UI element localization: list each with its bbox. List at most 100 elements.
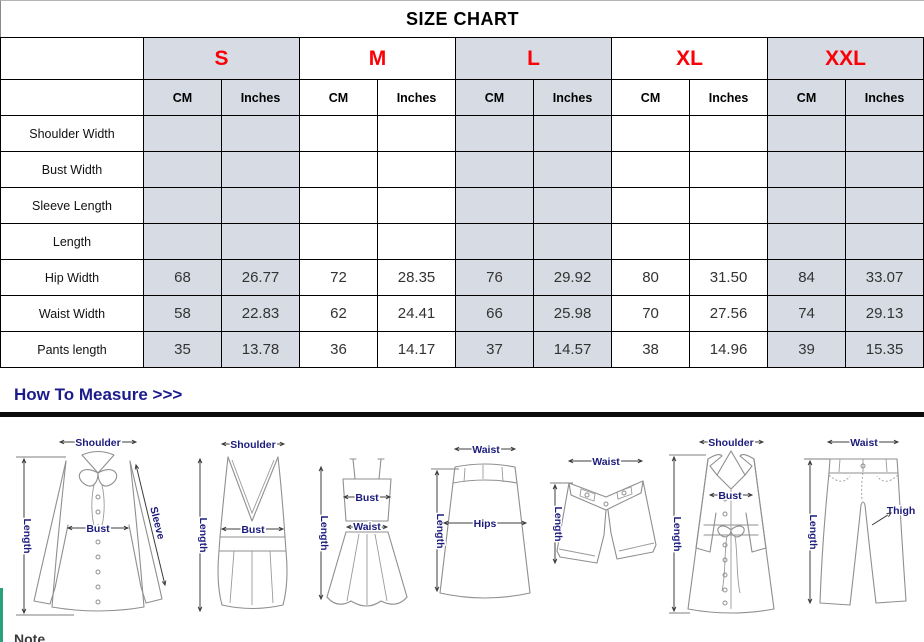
row-label: Waist Width — [0, 295, 144, 332]
value-cell — [689, 115, 769, 152]
unit-header-cm: CM — [611, 79, 691, 116]
value-cell: 14.96 — [689, 331, 769, 368]
value-cell: 58 — [143, 295, 222, 332]
value-cell: 38 — [611, 331, 691, 368]
coat-shoulder-label: Shoulder — [709, 437, 755, 449]
size-header-xl: XL — [611, 37, 769, 80]
value-cell: 26.77 — [220, 259, 301, 296]
size-table-body: Shoulder Width Bust Width Sleeve Length Len… — [0, 115, 924, 368]
value-cell: 72 — [299, 259, 379, 296]
row-label: Length — [0, 223, 144, 260]
table-row: Hip Width 68 26.77 72 28.35 76 29.92 80 31.50 84 3… — [0, 259, 924, 296]
measurement-diagrams: Shoulder Length Bust Sleeve Shoulder Len… — [0, 417, 924, 629]
blouse-length-label: Length — [21, 519, 33, 554]
value-cell — [143, 187, 222, 224]
value-cell: 14.17 — [377, 331, 457, 368]
slip-dress-figure: Length Bust Waist — [317, 458, 408, 607]
value-cell: 29.92 — [533, 259, 613, 296]
size-header-s: S — [142, 37, 301, 80]
dress-bust-label: Bust — [356, 492, 380, 504]
value-cell — [611, 115, 691, 152]
value-cell — [689, 187, 769, 224]
value-cell: 24.41 — [377, 295, 457, 332]
value-cell — [845, 151, 924, 188]
size-header-m: M — [299, 37, 457, 80]
value-cell — [220, 115, 301, 152]
unit-header-cm: CM — [455, 79, 535, 116]
unit-header-inches: Inches — [220, 79, 301, 116]
value-cell: 31.50 — [689, 259, 769, 296]
dress-length-label: Length — [318, 516, 330, 551]
value-cell: 22.83 — [220, 295, 301, 332]
value-cell — [143, 115, 222, 152]
unit-header-inches: Inches — [689, 79, 769, 116]
value-cell — [689, 223, 769, 260]
table-row: Length — [0, 223, 924, 260]
unit-header-row: CM Inches CM Inches CM Inches CM Inches … — [0, 79, 924, 116]
value-cell: 37 — [455, 331, 535, 368]
value-cell — [377, 187, 457, 224]
table-row: Sleeve Length — [0, 187, 924, 224]
pants-length-label: Length — [807, 515, 819, 550]
value-cell: 76 — [455, 259, 535, 296]
page-title-text: SIZE CHART — [406, 8, 519, 29]
corner-cell — [0, 79, 144, 116]
value-cell — [455, 187, 535, 224]
value-cell — [611, 151, 691, 188]
value-cell: 25.98 — [533, 295, 613, 332]
value-cell: 70 — [611, 295, 691, 332]
coat-length-label: Length — [671, 517, 683, 552]
unit-header-inches: Inches — [845, 79, 924, 116]
value-cell — [143, 151, 222, 188]
pants-thigh-label: Thigh — [887, 505, 916, 517]
value-cell — [767, 115, 847, 152]
unit-header-cm: CM — [767, 79, 847, 116]
value-cell: 84 — [767, 259, 847, 296]
value-cell — [143, 223, 222, 260]
coat-bust-label: Bust — [719, 490, 743, 502]
tank-shoulder-label: Shoulder — [230, 439, 276, 451]
value-cell — [220, 187, 301, 224]
unit-header-cm: CM — [299, 79, 379, 116]
value-cell — [377, 151, 457, 188]
skirt-length-label: Length — [434, 514, 446, 549]
value-cell: 80 — [611, 259, 691, 296]
value-cell — [220, 223, 301, 260]
left-edge-stripe — [0, 588, 3, 642]
value-cell — [455, 223, 535, 260]
table-row: Bust Width — [0, 151, 924, 188]
row-label: Shoulder Width — [0, 115, 144, 152]
unit-header-cm: CM — [143, 79, 222, 116]
value-cell: 74 — [767, 295, 847, 332]
value-cell: 62 — [299, 295, 379, 332]
value-cell — [377, 115, 457, 152]
shorts-figure: Waist Length — [549, 455, 657, 565]
unit-header-inches: Inches — [377, 79, 457, 116]
value-cell — [533, 115, 613, 152]
value-cell — [299, 151, 379, 188]
size-header-l: L — [455, 37, 613, 80]
blouse-shoulder-label: Shoulder — [75, 437, 121, 449]
note-label: Note — [14, 631, 46, 642]
tank-top-figure: Shoulder Length Bust — [195, 438, 288, 613]
size-header-xxl: XXL — [767, 37, 924, 80]
size-chart-table: S M L XL XXL CM Inches CM Inches CM Inch… — [0, 37, 924, 368]
value-cell: 29.13 — [845, 295, 924, 332]
value-cell: 15.35 — [845, 331, 924, 368]
value-cell — [533, 223, 613, 260]
value-cell: 14.57 — [533, 331, 613, 368]
section-divider — [0, 412, 924, 417]
value-cell — [845, 187, 924, 224]
value-cell — [299, 187, 379, 224]
shorts-length-label: Length — [552, 507, 564, 542]
coat-figure: Shoulder Length Bust — [669, 436, 775, 614]
value-cell: 66 — [455, 295, 535, 332]
blouse-bust-label: Bust — [86, 523, 110, 535]
value-cell — [845, 115, 924, 152]
pants-waist-label: Waist — [850, 437, 878, 449]
value-cell: 39 — [767, 331, 847, 368]
tank-length-label: Length — [197, 518, 209, 553]
size-header-row: S M L XL XXL — [0, 37, 924, 80]
tank-bust-label: Bust — [241, 524, 265, 536]
value-cell: 36 — [299, 331, 379, 368]
